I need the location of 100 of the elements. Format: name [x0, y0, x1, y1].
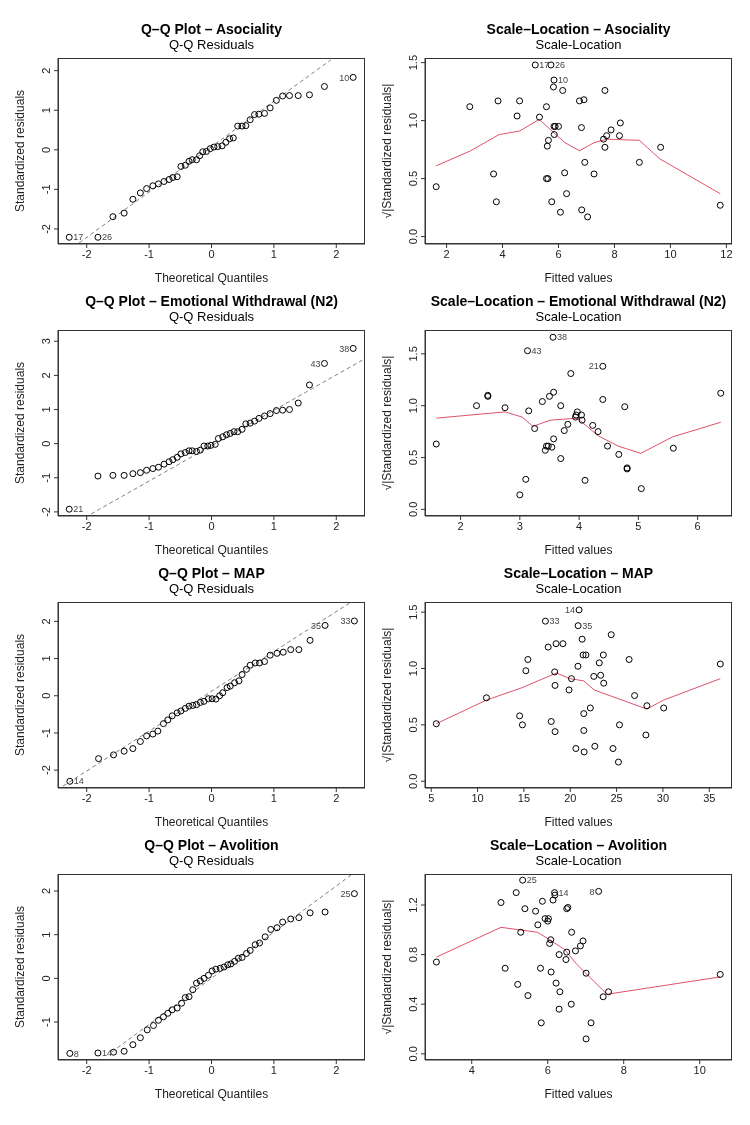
point	[519, 876, 527, 884]
chart-title: Q–Q Plot – Avolition	[143, 837, 280, 853]
annotation: 38	[339, 343, 350, 354]
point	[143, 466, 151, 474]
point	[242, 665, 250, 673]
x-tick-label: 5	[635, 519, 642, 532]
point	[109, 471, 117, 479]
point	[716, 660, 724, 668]
point	[120, 471, 128, 479]
point	[129, 195, 137, 203]
x-tick-label: 1	[270, 247, 277, 260]
x-tick-label: -2	[81, 1063, 92, 1076]
point	[568, 928, 576, 936]
point	[266, 410, 274, 418]
x-axis-title: Theoretical Quantiles	[154, 271, 269, 285]
point	[230, 428, 238, 436]
point	[616, 119, 624, 127]
point	[541, 446, 549, 454]
point	[256, 659, 264, 667]
point	[181, 994, 189, 1002]
x-tick-label: 30	[656, 791, 670, 804]
point	[560, 427, 568, 435]
point	[185, 702, 193, 710]
y-tick-label: 0.8	[407, 946, 419, 963]
point	[305, 91, 313, 99]
point	[564, 420, 572, 428]
point	[208, 695, 216, 703]
point	[234, 428, 242, 436]
annotation: 17	[539, 60, 550, 71]
x-tick-label: 25	[610, 791, 623, 804]
point	[550, 435, 558, 443]
point	[521, 905, 529, 913]
y-tick-label: 0	[40, 146, 52, 153]
point	[556, 988, 564, 996]
point	[169, 174, 177, 182]
point	[234, 122, 242, 130]
point	[255, 414, 263, 422]
point	[349, 73, 357, 81]
point	[524, 992, 532, 1000]
point	[595, 659, 603, 667]
y-tick-label: 0.4	[407, 996, 419, 1012]
point	[246, 116, 254, 124]
point	[599, 993, 607, 1001]
point	[554, 122, 562, 130]
point	[716, 201, 724, 209]
point	[196, 446, 204, 454]
point	[129, 745, 137, 753]
point	[207, 441, 215, 449]
point	[219, 689, 227, 697]
point	[544, 643, 552, 651]
point	[95, 755, 103, 763]
point	[614, 758, 622, 766]
point	[565, 686, 573, 694]
annotation: 25	[340, 888, 351, 899]
y-tick-label: -1	[40, 472, 52, 483]
y-tick-label: 0	[40, 975, 52, 982]
annotation: 25	[526, 875, 537, 886]
point	[120, 1047, 128, 1055]
annotation: 14	[101, 1048, 112, 1059]
point	[286, 406, 293, 414]
point	[177, 707, 185, 715]
point	[590, 672, 598, 680]
chart-subtitle: Q-Q Residuals	[167, 37, 256, 52]
point	[177, 450, 185, 458]
annotation: 43	[310, 358, 321, 369]
point	[65, 505, 73, 513]
point	[185, 157, 193, 165]
point	[226, 135, 234, 143]
point	[563, 948, 571, 956]
point	[294, 92, 302, 100]
x-tick-label: 1	[270, 519, 277, 532]
point	[227, 960, 235, 968]
point	[432, 183, 440, 191]
point	[94, 1049, 102, 1057]
point	[545, 392, 553, 400]
point	[547, 936, 555, 944]
point	[261, 933, 269, 941]
point	[350, 617, 358, 625]
point	[579, 937, 587, 945]
point	[129, 1041, 137, 1049]
y-tick-label: -2	[40, 507, 52, 517]
point	[199, 148, 207, 156]
y-tick-label: 0.0	[407, 228, 419, 245]
point	[279, 406, 287, 414]
point	[196, 977, 204, 985]
point	[110, 751, 118, 759]
x-tick-label: -2	[81, 247, 92, 260]
point	[256, 939, 264, 947]
point	[541, 617, 549, 625]
x-tick-label: 3	[516, 519, 523, 532]
point	[143, 732, 151, 740]
point	[251, 417, 259, 425]
point	[168, 712, 176, 720]
point	[143, 1026, 151, 1034]
point	[575, 606, 583, 614]
chart-title: Q–Q Plot – Asociality	[139, 21, 284, 37]
point	[261, 658, 269, 666]
point	[615, 721, 623, 729]
point	[581, 158, 589, 166]
point	[154, 463, 162, 471]
